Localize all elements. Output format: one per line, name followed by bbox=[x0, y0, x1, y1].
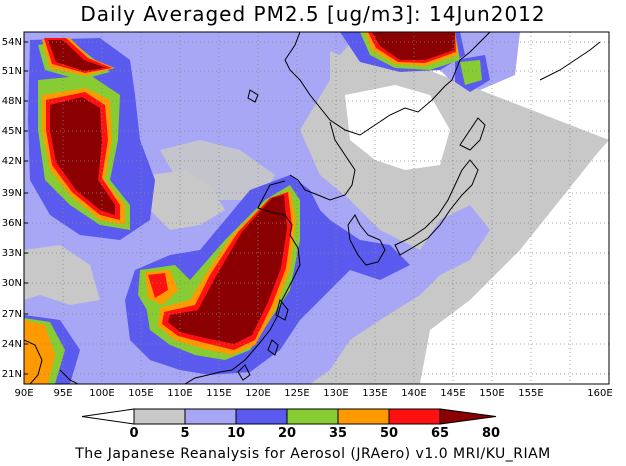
longitude-labels: 90E 95E 100E 105E 110E 115E 120E 125E 13… bbox=[14, 388, 612, 399]
legend-label: 80 bbox=[482, 426, 500, 441]
graticule bbox=[24, 32, 609, 384]
lon-label: 115E bbox=[206, 388, 231, 399]
lat-label: 45N bbox=[2, 126, 22, 137]
legend-label: 0 bbox=[129, 426, 138, 441]
latitude-labels: 54N 51N 48N 45N 42N 39N 36N 33N 30N 27N … bbox=[2, 37, 22, 380]
lon-label: 135E bbox=[362, 388, 387, 399]
tick-marks bbox=[24, 41, 28, 375]
lat-label: 42N bbox=[2, 156, 22, 167]
legend-label: 5 bbox=[180, 426, 189, 441]
lon-label: 120E bbox=[245, 388, 270, 399]
legend-label: 35 bbox=[329, 426, 347, 441]
legend-swatch bbox=[439, 408, 497, 425]
legend-swatch bbox=[81, 408, 135, 425]
legend-label: 65 bbox=[431, 426, 449, 441]
legend-swatch bbox=[337, 408, 390, 425]
lat-label: 39N bbox=[2, 188, 22, 199]
lon-label: 150E bbox=[479, 388, 504, 399]
legend-label: 20 bbox=[278, 426, 296, 441]
credit-line: The Japanese Reanalysis for Aerosol (JRA… bbox=[75, 446, 551, 462]
lat-label: 54N bbox=[2, 37, 22, 48]
lon-label: 100E bbox=[89, 388, 114, 399]
lat-label: 48N bbox=[2, 96, 22, 107]
map-frame bbox=[23, 31, 610, 385]
legend-swatch bbox=[286, 408, 339, 425]
legend-label: 50 bbox=[380, 426, 398, 441]
lon-label: 110E bbox=[167, 388, 192, 399]
lon-label: 130E bbox=[323, 388, 348, 399]
lon-label: 145E bbox=[440, 388, 465, 399]
lat-label: 30N bbox=[2, 278, 22, 289]
lat-label: 33N bbox=[2, 248, 22, 259]
lat-label: 51N bbox=[2, 66, 22, 77]
lat-label: 27N bbox=[2, 309, 22, 320]
lon-label: 125E bbox=[284, 388, 309, 399]
lon-label: 140E bbox=[401, 388, 426, 399]
legend-swatch bbox=[235, 408, 288, 425]
lon-label: 95E bbox=[53, 388, 72, 399]
map-title: Daily Averaged PM2.5 [ug/m3]: 14Jun2012 bbox=[80, 2, 546, 26]
lon-label: 155E bbox=[518, 388, 543, 399]
legend-label: 10 bbox=[227, 426, 245, 441]
lat-label: 24N bbox=[2, 339, 22, 350]
lon-label: 105E bbox=[128, 388, 153, 399]
lon-label: 160E bbox=[587, 388, 612, 399]
lat-label: 21N bbox=[2, 369, 22, 380]
lat-label: 36N bbox=[2, 218, 22, 229]
concentration-field bbox=[24, 32, 609, 384]
lon-label: 90E bbox=[14, 388, 33, 399]
legend-swatch bbox=[388, 408, 441, 425]
legend-swatch bbox=[184, 408, 237, 425]
legend-swatch bbox=[133, 408, 186, 425]
coastlines bbox=[24, 32, 601, 384]
color-legend: 0 5 10 20 35 50 65 80 bbox=[81, 408, 500, 441]
